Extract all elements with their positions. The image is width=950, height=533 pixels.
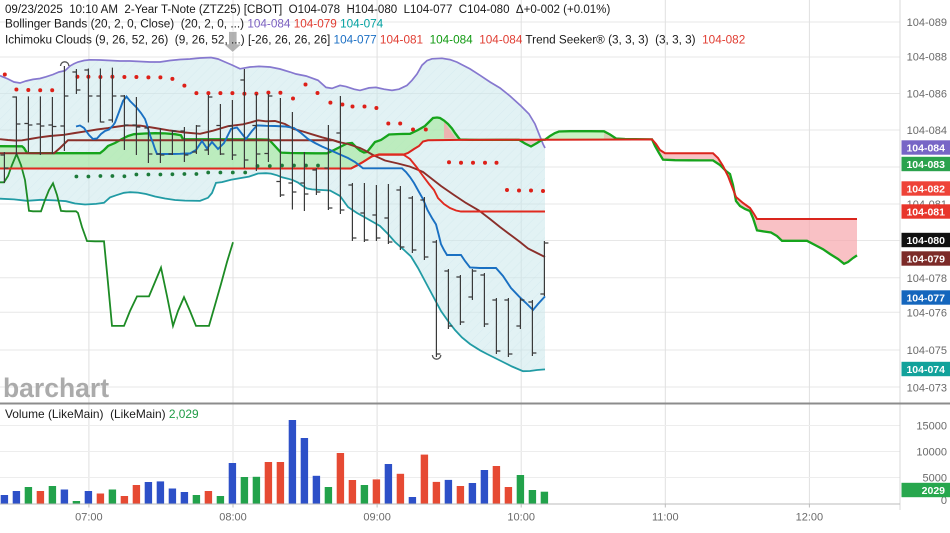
svg-text:Ichimoku Clouds (9, 26, 52, 26: Ichimoku Clouds (9, 26, 52, 26) (9, 26, … xyxy=(5,34,745,47)
svg-text:104-084: 104-084 xyxy=(907,125,947,137)
svg-text:104-076: 104-076 xyxy=(907,307,947,319)
svg-text:104-082: 104-082 xyxy=(906,183,945,195)
svg-text:10000: 10000 xyxy=(916,447,947,459)
svg-text:104-089: 104-089 xyxy=(907,17,947,29)
svg-text:104-088: 104-088 xyxy=(907,52,947,64)
svg-text:12:00: 12:00 xyxy=(796,512,824,524)
svg-text:2029: 2029 xyxy=(922,485,946,497)
svg-text:10:00: 10:00 xyxy=(507,512,535,524)
svg-text:104-073: 104-073 xyxy=(907,382,947,394)
svg-text:104-074: 104-074 xyxy=(906,364,945,376)
svg-text:08:00: 08:00 xyxy=(219,512,247,524)
svg-text:5000: 5000 xyxy=(923,473,947,485)
svg-text:104-084: 104-084 xyxy=(906,142,945,154)
svg-text:104-083: 104-083 xyxy=(906,159,945,171)
svg-text:09:00: 09:00 xyxy=(363,512,391,524)
svg-text:Volume (LikeMain) (LikeMain): Volume (LikeMain) (LikeMain) 2,029 xyxy=(5,407,199,421)
svg-text:Bollinger Bands (20, 2, 0, Clo: Bollinger Bands (20, 2, 0, Close) (20, 2… xyxy=(5,18,384,31)
svg-text:07:00: 07:00 xyxy=(75,512,103,524)
svg-text:104-078: 104-078 xyxy=(907,273,947,285)
svg-text:104-077: 104-077 xyxy=(906,292,945,304)
svg-text:104-080: 104-080 xyxy=(906,235,945,247)
svg-text:15000: 15000 xyxy=(916,421,947,433)
svg-text:barchart: barchart xyxy=(3,373,109,403)
svg-text:11:00: 11:00 xyxy=(652,512,679,524)
svg-text:104-086: 104-086 xyxy=(907,89,947,101)
svg-text:09/23/2025 10:10 AM 2-Year T: 09/23/2025 10:10 AM 2-Year T-Note (ZTZ25… xyxy=(5,4,610,16)
svg-text:104-079: 104-079 xyxy=(906,253,945,265)
svg-text:104-075: 104-075 xyxy=(907,345,947,357)
svg-text:104-081: 104-081 xyxy=(906,206,945,218)
